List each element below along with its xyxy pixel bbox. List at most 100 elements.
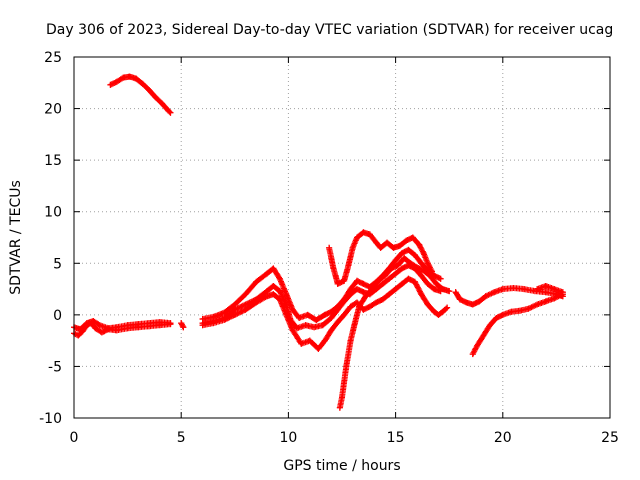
series-arc-3 — [71, 318, 174, 333]
data-point — [92, 325, 99, 332]
data-point — [446, 288, 453, 295]
data-point — [296, 314, 303, 321]
data-point — [113, 78, 120, 85]
data-point — [270, 282, 277, 289]
data-point — [360, 306, 367, 313]
data-point — [433, 280, 440, 287]
data-point — [452, 289, 459, 296]
data-point — [242, 291, 249, 298]
data-point — [124, 322, 131, 329]
data-point — [98, 329, 105, 336]
data-point — [424, 260, 431, 267]
data-point — [394, 262, 401, 269]
x-tick-label: 5 — [177, 430, 186, 446]
data-point — [276, 288, 283, 295]
data-point — [431, 286, 438, 293]
data-point — [336, 404, 343, 411]
data-point — [366, 231, 373, 238]
data-point — [283, 291, 290, 298]
data-point — [369, 286, 376, 293]
data-point — [360, 280, 367, 287]
series-arc-11 — [469, 291, 566, 358]
data-point — [253, 299, 260, 306]
data-point — [146, 87, 153, 94]
data-point — [399, 265, 406, 272]
data-point — [435, 311, 442, 318]
data-point — [210, 313, 217, 320]
data-point — [377, 244, 384, 251]
data-point — [354, 234, 361, 241]
data-point — [420, 249, 427, 256]
data-point — [392, 270, 399, 277]
series-arc-9 — [336, 255, 453, 411]
data-point — [167, 320, 174, 327]
y-tick-label: -5 — [48, 359, 62, 375]
data-point — [349, 244, 356, 251]
data-point — [313, 317, 320, 324]
data-point — [403, 237, 410, 244]
data-point — [444, 304, 451, 311]
data-point — [120, 74, 127, 81]
data-point — [486, 322, 493, 329]
grid-lines — [74, 57, 610, 418]
data-point — [253, 278, 260, 285]
y-tick-label: 0 — [53, 308, 62, 324]
data-point — [439, 286, 446, 293]
data-point — [386, 291, 393, 298]
data-point — [424, 301, 431, 308]
data-point — [242, 306, 249, 313]
series-arc-1 — [107, 73, 174, 116]
chart-title: Day 306 of 2023, Sidereal Day-to-day VTE… — [46, 22, 613, 38]
data-point — [96, 322, 103, 329]
data-point — [231, 306, 238, 313]
data-point — [480, 332, 487, 339]
data-point — [411, 278, 418, 285]
data-point — [499, 286, 506, 293]
series-arc-6 — [199, 246, 444, 324]
data-point — [133, 75, 140, 82]
data-point — [499, 311, 506, 318]
data-point — [362, 293, 369, 300]
data-point — [328, 255, 335, 262]
data-point — [360, 229, 367, 236]
data-point — [315, 345, 322, 352]
data-point — [283, 311, 290, 318]
data-point — [276, 275, 283, 282]
y-tick-label: 25 — [44, 50, 62, 66]
data-point — [424, 280, 431, 287]
data-point — [231, 301, 238, 308]
data-point — [420, 267, 427, 274]
data-point — [306, 337, 313, 344]
data-point — [83, 320, 90, 327]
data-point — [321, 311, 328, 318]
data-point — [356, 303, 363, 310]
data-point — [551, 286, 558, 293]
x-axis-label: GPS time / hours — [283, 458, 400, 474]
data-point — [304, 311, 311, 318]
data-point — [379, 280, 386, 287]
data-point — [321, 337, 328, 344]
y-tick-label: 5 — [53, 256, 62, 272]
y-tick-label: 15 — [44, 153, 62, 169]
data-point — [334, 280, 341, 287]
data-point — [341, 277, 348, 284]
data-point — [542, 298, 549, 305]
data-point — [334, 319, 341, 326]
data-point — [373, 239, 380, 246]
data-point — [534, 301, 541, 308]
data-point — [426, 272, 433, 279]
x-tick-label: 20 — [494, 430, 512, 446]
data-point — [75, 332, 82, 339]
data-point — [152, 94, 159, 101]
data-point — [373, 299, 380, 306]
data-point — [158, 100, 165, 107]
series-arc-12 — [534, 282, 566, 296]
data-point — [360, 289, 367, 296]
data-point — [414, 264, 421, 271]
data-point — [135, 321, 142, 328]
data-point — [366, 303, 373, 310]
data-point — [491, 289, 498, 296]
data-point — [409, 234, 416, 241]
data-point — [319, 322, 326, 329]
y-tick-label: -10 — [39, 411, 62, 427]
